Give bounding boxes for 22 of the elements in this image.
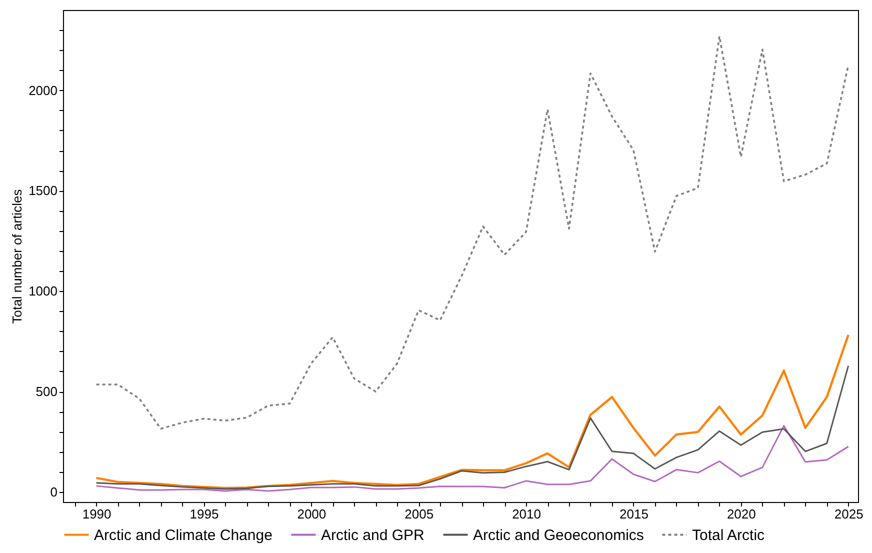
- x-tick-label: 1995: [190, 506, 219, 522]
- line-series: [96, 365, 850, 490]
- x-tick-label: 2005: [404, 506, 434, 522]
- line-series: [95, 334, 850, 490]
- legend-label: Total Arctic: [692, 526, 766, 544]
- x-tick-label: 1990: [82, 506, 112, 522]
- y-tick-label: 0: [50, 484, 58, 500]
- x-tick-label: 2000: [297, 506, 326, 522]
- legend-label: Arctic and Geoeconomics: [473, 526, 644, 544]
- y-tick-label: 1000: [28, 284, 58, 299]
- x-tick-label: 2025: [834, 506, 864, 522]
- x-tick-label: 2020: [726, 506, 756, 522]
- legend-label: Arctic and Climate Change: [94, 526, 272, 544]
- y-tick-label: 2000: [28, 82, 58, 98]
- y-tick-label: 500: [36, 384, 58, 400]
- line-series: [95, 35, 850, 430]
- line-series: [96, 424, 850, 492]
- y-axis-title: Total number of articles: [10, 188, 25, 324]
- x-tick-label: 2010: [512, 506, 541, 522]
- x-tick-label: 2015: [620, 506, 648, 522]
- y-tick-label: 1500: [28, 183, 58, 198]
- legend-label: Arctic and GPR: [321, 526, 425, 544]
